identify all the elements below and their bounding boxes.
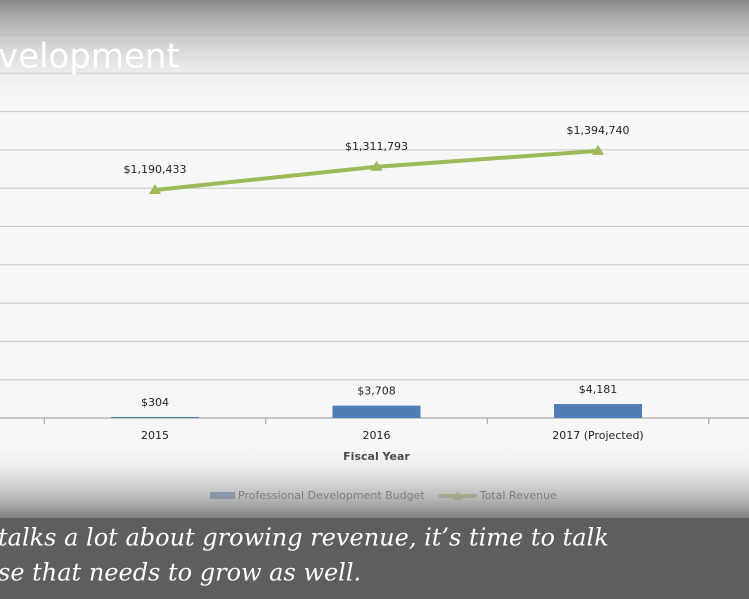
bar: [554, 404, 642, 418]
bar: [111, 416, 199, 418]
line-value-label: $1,190,433: [124, 163, 187, 176]
bar-value-label: $4,181: [579, 383, 618, 396]
slide-title: velopment: [0, 37, 180, 77]
x-tick-label: 2016: [363, 429, 391, 442]
caption-line: talks a lot about growing revenue, it’s …: [0, 524, 609, 552]
line-marker: [149, 184, 161, 195]
line-marker: [592, 144, 604, 155]
caption-line: se that needs to grow as well.: [0, 559, 361, 587]
line-value-label: $1,394,740: [567, 124, 630, 137]
bottom-shade: [0, 440, 749, 520]
bar: [332, 405, 421, 418]
x-tick-label: 2017 (Projected): [552, 429, 643, 442]
bar-value-label: $3,708: [357, 385, 396, 398]
caption-band: [0, 518, 749, 599]
x-tick-label: 2015: [141, 429, 169, 442]
top-shade: [0, 0, 749, 110]
line-marker: [370, 160, 383, 171]
bar-value-label: $304: [141, 396, 169, 409]
line-value-label: $1,311,793: [345, 140, 408, 153]
